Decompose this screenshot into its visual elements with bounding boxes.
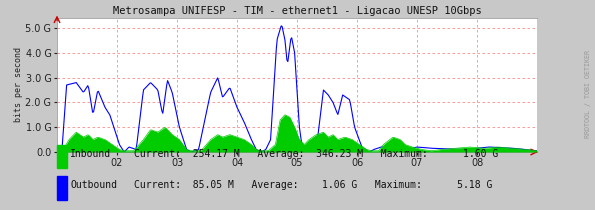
Text: Inbound: Inbound — [70, 149, 111, 159]
Text: Current:  85.05 M   Average:    1.06 G   Maximum:      5.18 G: Current: 85.05 M Average: 1.06 G Maximum… — [134, 180, 492, 190]
Text: RRDTOOL / TOBI OETIKER: RRDTOOL / TOBI OETIKER — [585, 50, 591, 139]
Title: Metrosampa UNIFESP - TIM - ethernet1 - Ligacao UNESP 10Gbps: Metrosampa UNIFESP - TIM - ethernet1 - L… — [112, 6, 481, 16]
Text: Current:  254.17 M   Average:  346.23 M   Maximum:      1.60 G: Current: 254.17 M Average: 346.23 M Maxi… — [134, 149, 498, 159]
Y-axis label: bits per second: bits per second — [14, 47, 23, 122]
Text: Outbound: Outbound — [70, 180, 117, 190]
